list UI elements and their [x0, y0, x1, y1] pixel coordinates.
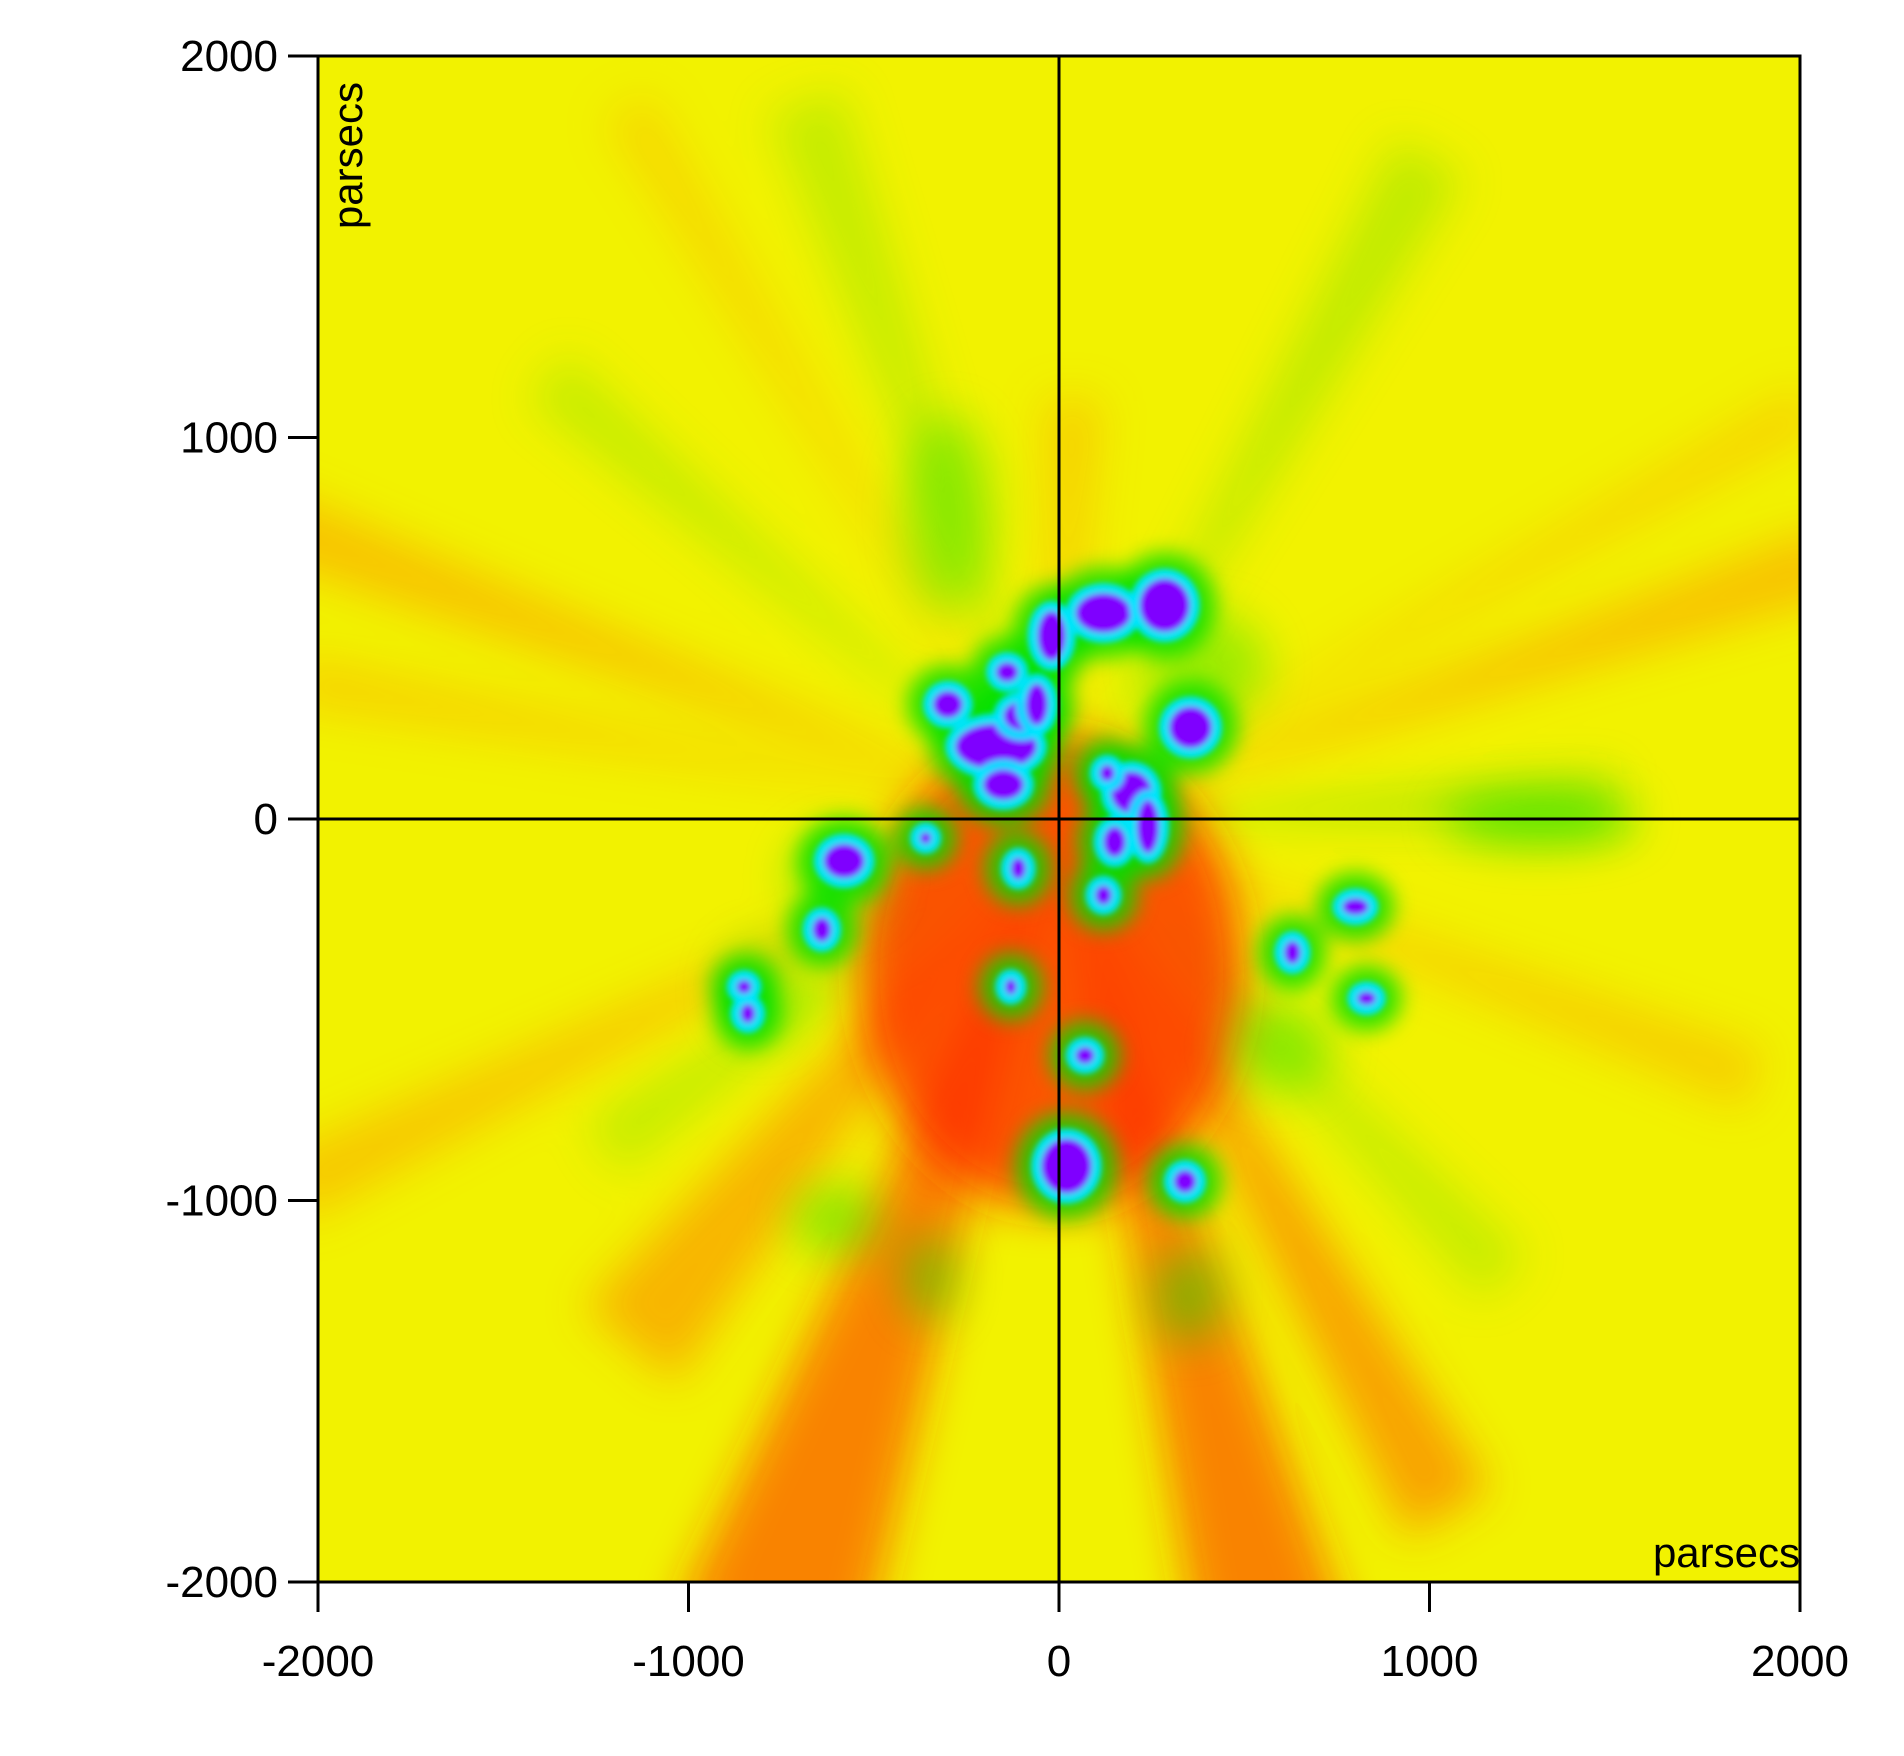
- clump-19: [1010, 857, 1026, 880]
- heatmap-clumps: [726, 568, 1386, 1204]
- heatmap-glow-1: [903, 414, 993, 613]
- heatmap-plot-area: [318, 56, 1800, 1582]
- y-axis: 2000 1000 0 -1000 -2000: [165, 32, 318, 1607]
- clump-25: [1342, 898, 1369, 916]
- clump-14: [1095, 885, 1112, 905]
- clump-22: [1041, 1138, 1092, 1194]
- y-tick-label-0: 2000: [180, 32, 278, 81]
- clump-12: [1103, 826, 1126, 858]
- y-tick-label-2: 0: [254, 795, 278, 844]
- clump-27: [920, 832, 932, 844]
- clump-1: [1075, 593, 1132, 633]
- clump-11: [1136, 799, 1160, 854]
- x-axis: -2000 -1000 0 1000 2000: [262, 1582, 1849, 1686]
- y-tick-label-1: 1000: [180, 414, 278, 463]
- y-axis-label: parsecs: [324, 82, 371, 229]
- heatmap-ray-8: [1059, 385, 1800, 819]
- x-tick-label-1: -1000: [632, 1637, 745, 1686]
- x-tick-label-3: 1000: [1381, 1637, 1479, 1686]
- x-tick-label-0: -2000: [262, 1637, 375, 1686]
- clump-20: [1005, 979, 1017, 995]
- clump-8: [983, 769, 1024, 800]
- clump-17: [736, 979, 752, 994]
- clump-2: [1139, 578, 1190, 633]
- clump-15: [823, 843, 865, 879]
- heatmap-ray-5: [318, 505, 1059, 819]
- clump-23: [1173, 1169, 1197, 1193]
- clump-21: [1075, 1047, 1095, 1064]
- clump-9: [1169, 706, 1213, 749]
- clump-4: [933, 690, 963, 719]
- heatmap-ray-6: [318, 658, 1059, 819]
- x-axis-label: parsecs: [1653, 1529, 1800, 1576]
- clump-0: [1037, 611, 1066, 661]
- clump-7: [1025, 683, 1048, 726]
- heatmap-glow-3: [1155, 1250, 1223, 1342]
- crosshair: [318, 56, 1800, 1582]
- clump-3: [996, 662, 1019, 683]
- x-tick-label-4: 2000: [1751, 1637, 1849, 1686]
- clump-26: [1357, 991, 1376, 1006]
- heatmap-ray-9: [1059, 819, 1767, 1110]
- x-tick-label-2: 0: [1047, 1637, 1071, 1686]
- clump-18: [740, 1004, 756, 1024]
- clump-13: [1099, 764, 1115, 782]
- y-tick-label-3: -1000: [165, 1177, 278, 1226]
- clump-16: [812, 917, 832, 942]
- clump-24: [1284, 941, 1301, 964]
- heatmap-glow-4: [903, 1234, 956, 1319]
- heatmap-ray-11: [605, 93, 1059, 820]
- y-tick-label-4: -2000: [165, 1558, 278, 1607]
- heatmap-glow-5: [1229, 1002, 1334, 1094]
- heatmap-glow-2: [792, 1185, 882, 1254]
